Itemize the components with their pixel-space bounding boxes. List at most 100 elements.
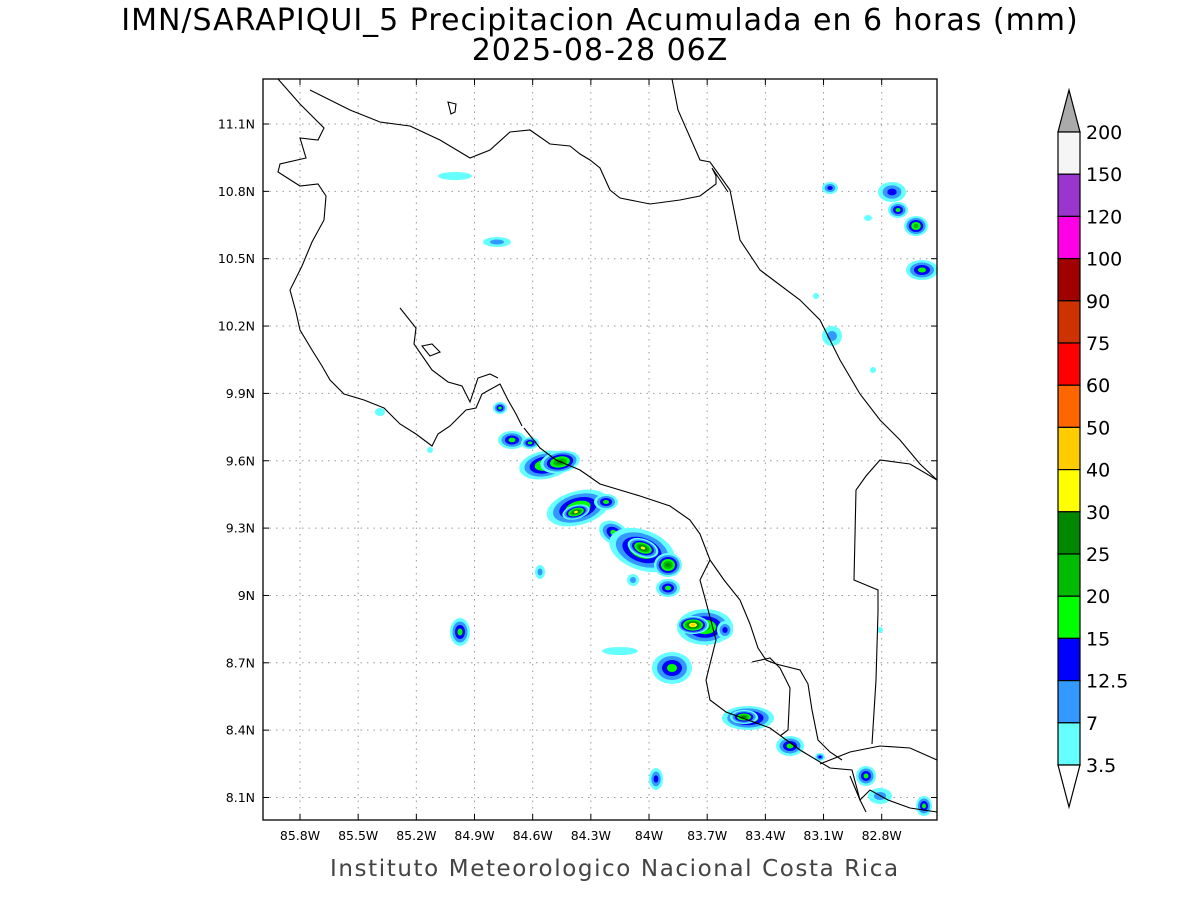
- lat-tick-label: 9.9N: [226, 386, 255, 401]
- precip-cell: [822, 182, 838, 194]
- lat-tick-label: 9.3N: [226, 521, 255, 536]
- colorbar-swatch: [1057, 511, 1081, 555]
- precip-cell: [450, 618, 470, 646]
- colorbar-swatch: [1057, 679, 1081, 724]
- precip-cell: [521, 437, 539, 449]
- lat-tick-label: 8.1N: [226, 790, 255, 805]
- precip-cell: [652, 652, 692, 684]
- lat-tick-label: 10.8N: [218, 184, 255, 199]
- colorbar-label: 200: [1086, 122, 1122, 144]
- precip-cell: [483, 237, 511, 247]
- colorbar-swatch: [1057, 553, 1081, 597]
- map-grid: [263, 79, 937, 820]
- latitude-tick-labels: 11.1N 10.8N 10.5N 10.2N 9.9N 9.6N 9.3N 9N 8.7N 8.…: [218, 117, 937, 805]
- coastline: [277, 79, 937, 813]
- lat-tick-label: 10.2N: [218, 319, 255, 334]
- precip-cell: [493, 402, 507, 414]
- precip-cell: [594, 494, 618, 510]
- colorbar-swatch: [1057, 215, 1081, 260]
- precip-cell: [916, 796, 932, 816]
- colorbar-label: 7: [1086, 713, 1098, 735]
- lon-tick-label: 82.8W: [862, 828, 902, 843]
- colorbar-label: 20: [1086, 586, 1110, 608]
- lat-tick-label: 10.5N: [218, 251, 255, 266]
- precip-cell: [870, 367, 876, 373]
- colorbar-label: 30: [1086, 502, 1110, 524]
- precip-cell: [730, 710, 758, 724]
- colorbar-swatch: [1057, 131, 1081, 175]
- precip-cell: [878, 182, 906, 202]
- lon-tick-label: 83.1W: [803, 828, 843, 843]
- colorbar-label: 50: [1086, 417, 1110, 439]
- lat-tick-label: 8.4N: [226, 723, 255, 738]
- lon-tick-label: 83.7W: [687, 828, 727, 843]
- precip-cell: [535, 565, 545, 579]
- precip-cell: [375, 408, 385, 416]
- colorbar-swatch: [1057, 722, 1081, 766]
- colorbar-swatch: [1057, 300, 1081, 344]
- colorbar-label: 75: [1086, 333, 1110, 355]
- precip-cell: [906, 260, 937, 280]
- colorbar-label: 100: [1086, 249, 1122, 271]
- precip-cell: [864, 215, 872, 221]
- color-legend: 200 150 120 100 90 75 60 50 40 30 25 20 15 12.5 7 3.5: [1057, 87, 1128, 810]
- colorbar-label: 40: [1086, 460, 1110, 482]
- precip-cell: [498, 431, 526, 449]
- precip-cell: [904, 216, 928, 236]
- colorbar-label: 15: [1086, 628, 1110, 650]
- lon-tick-label: 84.6W: [513, 828, 553, 843]
- precip-cell: [877, 627, 883, 633]
- map-subtitle-date: 2025-08-28 06Z: [471, 33, 729, 68]
- precip-cell: [562, 504, 590, 520]
- colorbar-under-triangle: [1057, 764, 1081, 810]
- precip-cell: [815, 753, 825, 761]
- lat-tick-label: 9N: [238, 588, 255, 603]
- lon-tick-label: 83.4W: [745, 828, 785, 843]
- colorbar-label: 60: [1086, 375, 1110, 397]
- precipitation-field: [375, 172, 937, 816]
- lon-tick-label: 84.9W: [454, 828, 494, 843]
- lon-tick-label: 84.3W: [571, 828, 611, 843]
- map-title: IMN/SARAPIQUI_5 Precipitacion Acumulada …: [121, 3, 1079, 38]
- lon-tick-label: 85.8W: [280, 828, 320, 843]
- colorbar-swatch: [1057, 595, 1081, 640]
- precip-cell: [677, 616, 709, 634]
- precip-cell: [649, 768, 663, 790]
- precip-cell: [627, 574, 639, 586]
- precip-cell: [813, 293, 819, 299]
- colorbar-over-triangle: [1057, 87, 1081, 133]
- colorbar-swatch: [1057, 469, 1081, 513]
- colorbar-swatch: [1057, 426, 1081, 471]
- colorbar-swatch: [1057, 342, 1081, 386]
- precip-cell: [602, 647, 638, 655]
- footer-credit: Instituto Meteorologico Nacional Costa R…: [330, 856, 900, 882]
- precip-cell: [717, 621, 733, 639]
- colorbar-swatch: [1057, 173, 1081, 217]
- precip-cell: [856, 766, 876, 786]
- lon-tick-label: 85.2W: [396, 828, 436, 843]
- colorbar-label: 3.5: [1086, 755, 1116, 777]
- longitude-tick-labels: 85.8W 85.5W 85.2W 84.9W 84.6W 84.3W 84W 83.7W 83…: [280, 79, 902, 843]
- map-frame: [262, 78, 938, 821]
- lon-tick-label: 84W: [635, 828, 663, 843]
- precip-cell: [627, 537, 659, 559]
- precip-cell: [888, 202, 908, 218]
- precip-cell: [656, 579, 680, 597]
- lon-tick-label: 85.5W: [338, 828, 378, 843]
- colorbar-label: 120: [1086, 206, 1122, 228]
- colorbar-label: 25: [1086, 544, 1110, 566]
- colorbar-label: 12.5: [1086, 671, 1128, 693]
- lat-tick-label: 8.7N: [226, 655, 255, 670]
- lat-tick-label: 9.6N: [226, 453, 255, 468]
- lat-tick-label: 11.1N: [218, 117, 255, 132]
- precip-cell: [427, 447, 433, 453]
- precip-cell: [776, 736, 804, 756]
- colorbar-swatch: [1057, 384, 1081, 429]
- colorbar-label: 90: [1086, 291, 1110, 313]
- colorbar-swatch: [1057, 258, 1081, 302]
- colorbar-swatch: [1057, 637, 1081, 682]
- precip-cell: [438, 172, 472, 180]
- colorbar-label: 150: [1086, 164, 1122, 186]
- precip-cell: [654, 553, 682, 577]
